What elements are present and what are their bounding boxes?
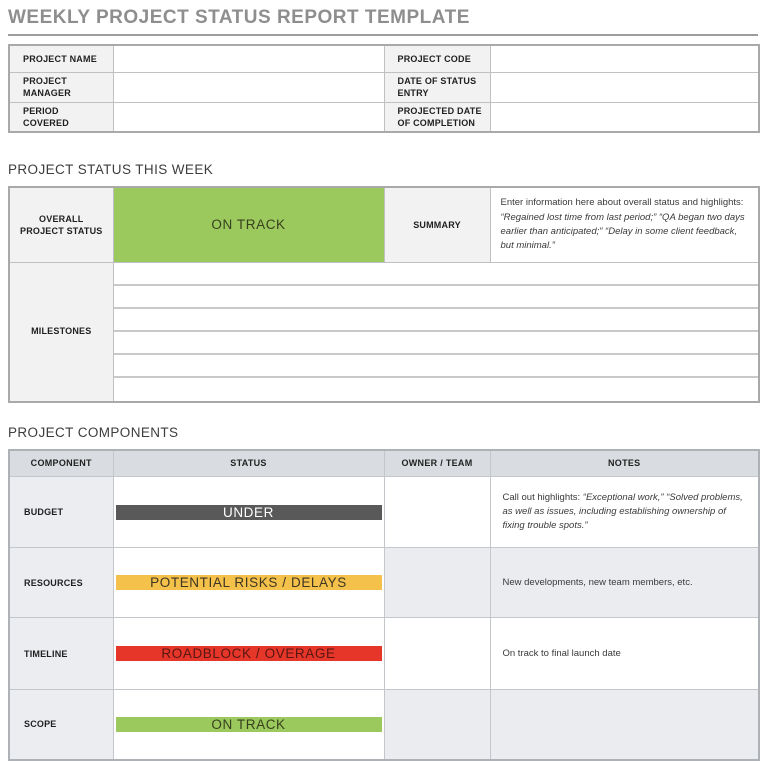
status-section-heading: PROJECT STATUS THIS WEEK: [8, 161, 214, 177]
overall-project-status-label: OVERALL PROJECT STATUS: [8, 186, 114, 263]
milestones-label: MILESTONES: [8, 261, 114, 402]
scope-notes: [489, 689, 760, 761]
project-info-table: PROJECT NAME PROJECT CODE PROJECT MANAGE…: [8, 43, 760, 133]
timeline-notes: On track to final launch date: [489, 617, 760, 691]
budget-owner-field[interactable]: [383, 476, 491, 549]
notes-column-header: NOTES: [489, 449, 760, 478]
milestones-row: MILESTONES: [8, 261, 760, 402]
milestone-entry-line[interactable]: [113, 308, 758, 332]
status-column-header: STATUS: [112, 449, 385, 478]
milestone-entry-line[interactable]: [113, 354, 758, 378]
project-manager-label: PROJECT MANAGER: [8, 72, 114, 103]
project-manager-field[interactable]: [112, 72, 385, 103]
timeline-status-cell: ROADBLOCK / OVERAGE: [112, 617, 385, 691]
project-code-label: PROJECT CODE: [383, 44, 491, 74]
components-section-heading: PROJECT COMPONENTS: [8, 424, 179, 440]
projected-completion-field[interactable]: [489, 101, 760, 133]
period-covered-field[interactable]: [112, 101, 385, 133]
info-row: PROJECT NAME PROJECT CODE: [8, 44, 760, 74]
milestone-entry-line[interactable]: [113, 285, 758, 309]
project-name-label: PROJECT NAME: [8, 44, 114, 74]
overall-status-banner: ON TRACK: [113, 188, 384, 262]
table-row-resources: RESOURCES POTENTIAL RISKS / DELAYS New d…: [8, 547, 760, 619]
resources-status-banner: POTENTIAL RISKS / DELAYS: [115, 575, 382, 591]
resources-status-cell: POTENTIAL RISKS / DELAYS: [112, 547, 385, 619]
period-covered-label: PERIOD COVERED: [8, 101, 114, 133]
scope-status-cell: ON TRACK: [112, 689, 385, 761]
budget-status-banner: UNDER: [115, 504, 382, 520]
owner-team-column-header: OWNER / TEAM: [383, 449, 491, 478]
timeline-status-banner: ROADBLOCK / OVERAGE: [115, 646, 382, 662]
milestones-area: [112, 261, 760, 402]
info-row: PERIOD COVERED PROJECTED DATE OF COMPLET…: [8, 101, 760, 133]
budget-status-cell: UNDER: [112, 476, 385, 549]
scope-status-banner: ON TRACK: [115, 716, 382, 732]
budget-notes: Call out highlights: “Exceptional work,”…: [489, 476, 760, 549]
week-status-table: OVERALL PROJECT STATUS ON TRACK SUMMARY …: [8, 186, 760, 403]
summary-label: SUMMARY: [383, 186, 491, 263]
project-code-field[interactable]: [489, 44, 760, 74]
table-row-scope: SCOPE ON TRACK: [8, 689, 760, 761]
timeline-label: TIMELINE: [8, 617, 114, 691]
budget-label: BUDGET: [8, 476, 114, 549]
resources-owner-field[interactable]: [383, 547, 491, 619]
projected-completion-label: PROJECTED DATE OF COMPLETION: [383, 101, 491, 133]
table-row-timeline: TIMELINE ROADBLOCK / OVERAGE On track to…: [8, 617, 760, 691]
info-row: PROJECT MANAGER DATE OF STATUS ENTRY: [8, 72, 760, 103]
milestone-entry-line[interactable]: [113, 377, 758, 401]
summary-text: Enter information here about overall sta…: [489, 186, 760, 263]
table-row-budget: BUDGET UNDER Call out highlights: “Excep…: [8, 476, 760, 549]
date-of-status-entry-field[interactable]: [489, 72, 760, 103]
milestone-entry-line[interactable]: [113, 331, 758, 355]
title-divider: [8, 33, 758, 36]
components-header-row: COMPONENT STATUS OWNER / TEAM NOTES: [8, 449, 760, 478]
components-table: COMPONENT STATUS OWNER / TEAM NOTES BUDG…: [8, 448, 760, 761]
component-column-header: COMPONENT: [8, 449, 114, 478]
overall-status-row: OVERALL PROJECT STATUS ON TRACK SUMMARY …: [8, 186, 760, 263]
milestone-entry-line[interactable]: [113, 262, 758, 286]
page-title: WEEKLY PROJECT STATUS REPORT TEMPLATE: [8, 7, 470, 28]
scope-owner-field[interactable]: [383, 689, 491, 761]
overall-status-cell: ON TRACK: [112, 186, 385, 263]
project-name-field[interactable]: [112, 44, 385, 74]
date-of-status-entry-label: DATE OF STATUS ENTRY: [383, 72, 491, 103]
scope-label: SCOPE: [8, 689, 114, 761]
resources-label: RESOURCES: [8, 547, 114, 619]
timeline-owner-field[interactable]: [383, 617, 491, 691]
resources-notes: New developments, new team members, etc.: [489, 547, 760, 619]
